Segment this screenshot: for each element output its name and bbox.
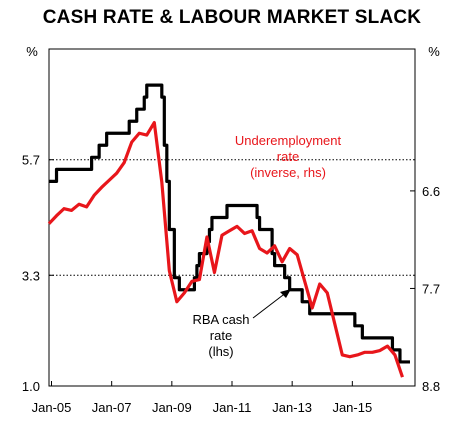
cash-rate-annotation: RBA cash rate (lhs) bbox=[192, 312, 249, 359]
underemployment-annotation: Underemployment rate (inverse, rhs) bbox=[235, 133, 342, 180]
left-tick-label: 1.0 bbox=[22, 379, 40, 394]
x-tick-label: Jan-05 bbox=[32, 400, 72, 415]
left-tick-label: 3.3 bbox=[22, 268, 40, 283]
annotation-line: (inverse, rhs) bbox=[250, 165, 326, 180]
right-tick-label: 8.8 bbox=[422, 379, 440, 394]
right-axis-unit: % bbox=[428, 44, 440, 59]
left-axis-unit: % bbox=[26, 44, 38, 59]
right-tick-label: 7.7 bbox=[422, 281, 440, 296]
annotation-arrow-line bbox=[252, 291, 288, 319]
right-tick-label: 6.6 bbox=[422, 184, 440, 199]
series-underemployment bbox=[47, 121, 404, 378]
annotation-arrow-head bbox=[280, 289, 291, 298]
x-tick-label: Jan-15 bbox=[332, 400, 372, 415]
annotation-line: RBA cash bbox=[192, 312, 249, 327]
annotation-line: Underemployment bbox=[235, 133, 342, 148]
x-tick-label: Jan-09 bbox=[152, 400, 192, 415]
annotation-line: rate bbox=[277, 149, 299, 164]
x-tick-label: Jan-13 bbox=[272, 400, 312, 415]
x-tick-label: Jan-11 bbox=[213, 400, 252, 415]
x-tick-label: Jan-07 bbox=[92, 400, 132, 415]
chart-title: CASH RATE & LABOUR MARKET SLACK bbox=[42, 7, 422, 28]
series-cash-rate bbox=[49, 83, 410, 364]
cash-rate-line bbox=[49, 83, 410, 364]
left-tick-label: 5.7 bbox=[22, 153, 40, 168]
annotation-line: rate bbox=[210, 328, 232, 343]
annotation-line: (lhs) bbox=[208, 344, 233, 359]
underemployment-line bbox=[47, 121, 404, 378]
